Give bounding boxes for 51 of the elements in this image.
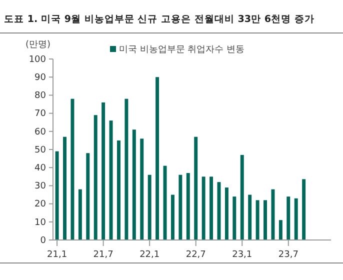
y-tick-label: 70 xyxy=(34,109,46,120)
x-tick-label: 21,1 xyxy=(47,250,68,260)
bar xyxy=(224,188,228,240)
y-tick-label: 60 xyxy=(34,127,46,138)
bar xyxy=(248,194,252,240)
bar xyxy=(278,220,282,240)
x-tick-label: 21,7 xyxy=(93,250,114,260)
y-tick-label: 10 xyxy=(34,218,46,228)
x-tick-label: 22,7 xyxy=(186,250,206,260)
y-tick-label: 30 xyxy=(34,182,46,192)
bar xyxy=(232,196,236,240)
bar xyxy=(264,200,267,240)
y-tick-label: 80 xyxy=(34,91,46,102)
bar xyxy=(55,151,59,240)
bar xyxy=(194,136,198,240)
bar xyxy=(70,98,74,240)
bar xyxy=(294,198,298,240)
bar xyxy=(86,153,90,240)
y-tick-label: 100 xyxy=(28,54,46,65)
y-tick-label: 50 xyxy=(34,145,46,156)
y-axis-title: (만명) xyxy=(25,40,51,50)
bar xyxy=(286,196,290,240)
bar xyxy=(210,176,214,240)
chart-title: 도표 1. 미국 9월 비농업부문 신규 고용은 전월대비 33만 6천명 증가 xyxy=(4,14,314,25)
bar xyxy=(302,179,306,240)
bar xyxy=(178,174,182,240)
bar xyxy=(78,189,82,240)
bar xyxy=(140,138,144,240)
bar xyxy=(202,176,206,240)
legend-label: 미국 비농업부문 취업자수 변동 xyxy=(119,45,245,55)
y-tick-label: 20 xyxy=(34,200,46,210)
bar xyxy=(156,77,160,240)
bar xyxy=(240,154,244,240)
bar xyxy=(63,136,66,240)
bar xyxy=(102,102,106,240)
bar xyxy=(271,189,275,240)
x-tick-label: 23,7 xyxy=(278,250,298,260)
bar xyxy=(109,120,113,240)
bar xyxy=(94,115,98,240)
bar xyxy=(148,174,152,240)
bar xyxy=(170,194,174,240)
bar xyxy=(256,200,260,240)
bar xyxy=(124,98,128,240)
bar xyxy=(117,140,120,240)
y-tick-label: 90 xyxy=(34,72,46,83)
x-tick-label: 23,1 xyxy=(232,250,252,260)
bar xyxy=(132,130,136,240)
bar xyxy=(186,173,190,240)
y-tick-label: 40 xyxy=(34,163,46,174)
y-tick-label: 0 xyxy=(40,236,46,246)
x-tick-label: 22,1 xyxy=(140,250,160,260)
